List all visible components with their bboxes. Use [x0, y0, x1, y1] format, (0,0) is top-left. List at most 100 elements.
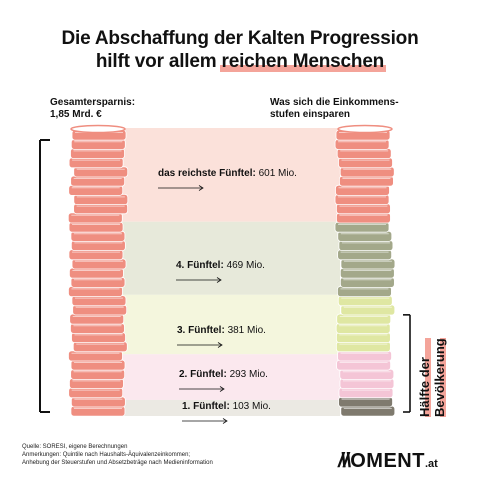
band-q5	[120, 128, 340, 222]
source-footer: Quelle: SORESI, eigene Berechnungen Anme…	[22, 443, 213, 467]
coin	[338, 387, 394, 399]
coin	[337, 285, 392, 297]
coin	[339, 368, 395, 380]
data-label: 4. Fünftel: 469 Mio.	[176, 260, 265, 271]
coin-body	[70, 405, 126, 417]
coin-body	[70, 368, 126, 380]
source-line: Quelle: SORESI, eigene Berechnungen	[22, 444, 128, 450]
coin-body	[337, 295, 393, 307]
coin-body	[338, 239, 394, 251]
quintile-savings-caption: Was sich die Einkommens- stufen einspare…	[270, 97, 440, 121]
coin-body	[336, 359, 391, 371]
chart-title: Die Abschaffung der Kalten Progression h…	[0, 27, 480, 73]
coin	[336, 313, 392, 325]
band-q4	[120, 221, 340, 295]
quintile-label-q3: 3. Fünftel: 381 Mio.	[177, 325, 266, 348]
coin	[337, 350, 392, 362]
right-coin-stack	[334, 124, 396, 417]
coin-body	[67, 212, 123, 224]
arrow-head	[198, 185, 204, 191]
title-highlight: reichen Menschen	[219, 51, 386, 72]
coin-body	[70, 276, 126, 288]
coin	[71, 331, 126, 343]
coin-body	[70, 138, 126, 150]
coin	[334, 221, 390, 233]
coin-body	[334, 193, 390, 205]
data-label-name: das reichste Fünftel:	[158, 168, 259, 179]
coin	[73, 193, 129, 205]
coin-body	[70, 396, 126, 408]
coin-body	[335, 331, 391, 343]
coin-body	[334, 138, 390, 150]
half-population-bracket	[403, 314, 411, 413]
coin	[69, 377, 124, 389]
coin	[70, 138, 126, 150]
coin	[68, 157, 124, 169]
coin-body	[68, 350, 123, 362]
title-line-2-prefix: hilft vor allem	[95, 51, 222, 72]
quintile-caption-line-2: stufen einsparen	[270, 109, 351, 120]
coin	[70, 147, 125, 159]
coin-body	[69, 313, 125, 325]
coin-body	[336, 203, 391, 215]
coin	[338, 239, 394, 251]
coin	[335, 331, 391, 343]
coin	[68, 249, 124, 261]
coin-body	[340, 405, 396, 417]
quintile-label-q5: das reichste Fünftel: 601 Mio.	[158, 168, 297, 191]
coin	[73, 166, 129, 178]
coin-body	[340, 304, 396, 316]
coin-body	[335, 322, 391, 334]
coin	[73, 203, 129, 215]
data-label-name: 1. Fünftel:	[182, 401, 233, 412]
coin-body	[335, 341, 391, 353]
coin-body	[339, 377, 395, 389]
coin	[335, 184, 390, 196]
coin-body	[72, 341, 128, 353]
coin-body	[68, 221, 124, 233]
coin	[339, 175, 394, 187]
coin-body	[338, 157, 393, 169]
coin	[70, 175, 126, 187]
coin	[69, 267, 124, 279]
coin-top-face	[70, 124, 126, 134]
quintile-label-q4: 4. Fünftel: 469 Mio.	[176, 260, 265, 283]
coin-body	[339, 267, 395, 279]
total-savings-label: Gesamtersparnis: 1,85 Mrd. €	[50, 97, 135, 121]
coin	[336, 147, 392, 159]
coin	[72, 341, 128, 353]
coin-body	[73, 193, 129, 205]
coin	[71, 295, 127, 307]
half-population-line-2: Bevölkerung	[432, 338, 447, 417]
half-population-line-1: Hälfte der	[417, 338, 432, 417]
coin	[70, 396, 126, 408]
coin	[336, 203, 391, 215]
coin	[335, 322, 391, 334]
coin	[339, 267, 395, 279]
coin	[335, 341, 391, 353]
coin	[340, 405, 396, 417]
data-label-value: 381 Mio.	[228, 325, 266, 336]
coin-body	[68, 387, 124, 399]
coin	[70, 368, 126, 380]
arrow-head	[217, 342, 223, 348]
coin-body	[334, 221, 390, 233]
data-label: 3. Fünftel: 381 Mio.	[177, 325, 266, 336]
coin-body	[68, 285, 123, 297]
coin-body	[339, 175, 394, 187]
coin	[337, 230, 393, 242]
coin-body	[70, 239, 126, 251]
quintile-label-q1: 1. Fünftel: 103 Mio.	[182, 401, 271, 424]
coin-top-face	[337, 124, 393, 134]
coin-body	[71, 258, 127, 270]
coin-body	[339, 166, 395, 178]
arrow-head	[219, 386, 225, 392]
data-label-value: 469 Mio.	[227, 260, 265, 271]
coin	[68, 184, 124, 196]
coin-body	[73, 166, 129, 178]
arrow-head	[216, 277, 222, 283]
coin	[70, 359, 126, 371]
coin	[334, 138, 390, 150]
coin-body	[70, 322, 125, 334]
coin-body	[340, 258, 396, 270]
